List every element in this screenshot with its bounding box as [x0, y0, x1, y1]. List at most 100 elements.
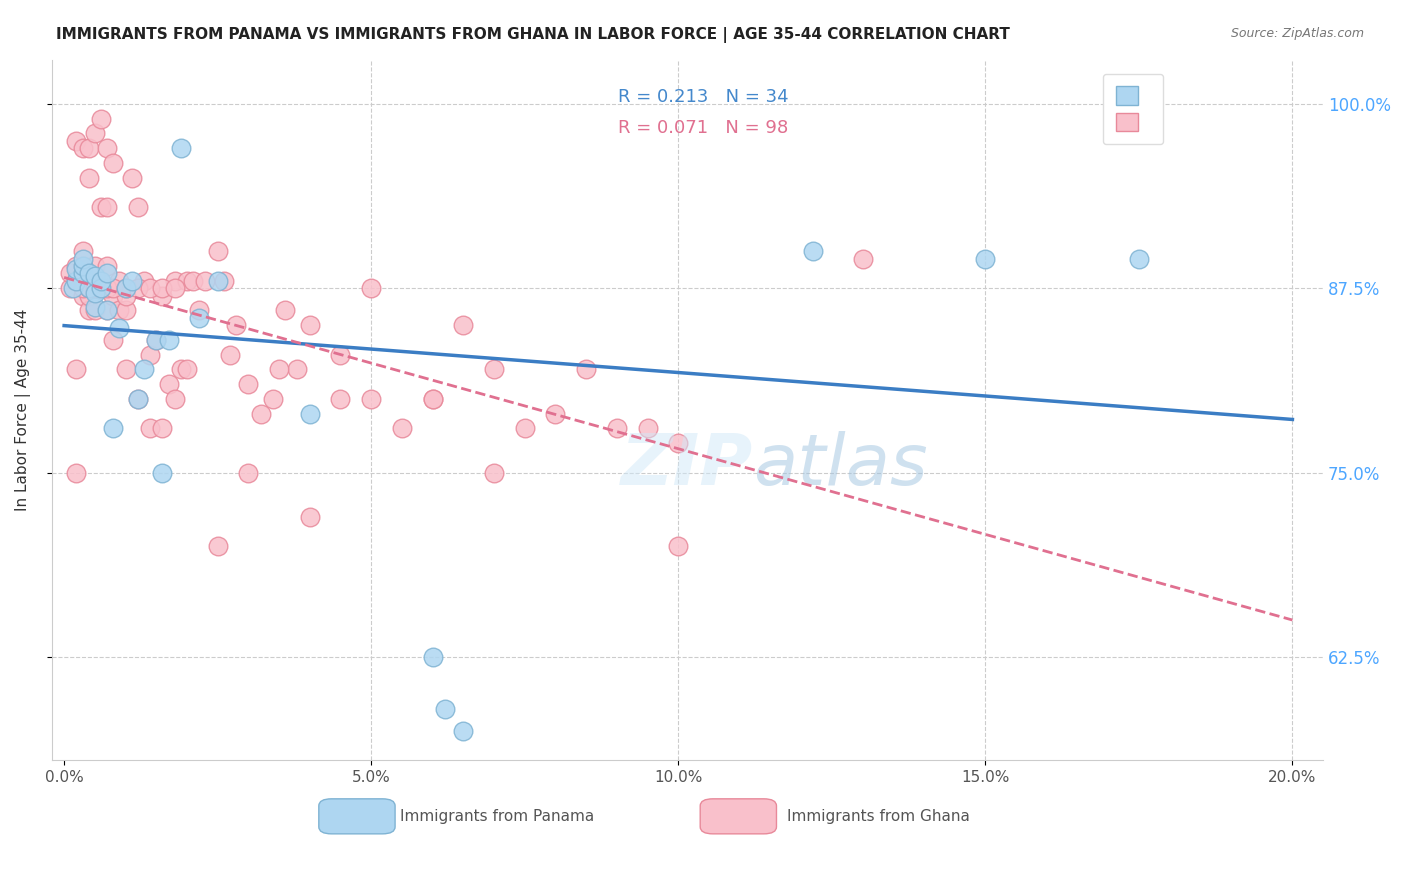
Y-axis label: In Labor Force | Age 35-44: In Labor Force | Age 35-44: [15, 309, 31, 511]
Point: [114, 281, 136, 295]
Point: [83, 281, 105, 295]
Point: [103, 421, 125, 435]
Point: [114, 362, 136, 376]
Point: [132, 362, 155, 376]
Point: [163, 392, 186, 406]
Point: [83, 285, 105, 300]
Point: [482, 466, 505, 480]
Point: [72, 259, 94, 273]
Point: [108, 321, 131, 335]
Point: [127, 392, 149, 406]
Text: Immigrants from Panama: Immigrants from Panama: [399, 809, 593, 824]
Point: [65, 262, 87, 277]
Point: [72, 244, 94, 259]
Point: [851, 252, 873, 266]
Text: Source: ZipAtlas.com: Source: ZipAtlas.com: [1230, 27, 1364, 40]
Point: [83, 281, 105, 295]
Point: [433, 701, 456, 715]
Point: [360, 281, 382, 295]
Point: [77, 170, 100, 185]
Point: [298, 509, 321, 524]
Point: [77, 281, 100, 295]
Point: [72, 259, 94, 273]
Point: [150, 288, 173, 302]
Point: [212, 274, 235, 288]
Point: [238, 377, 260, 392]
Point: [59, 281, 82, 295]
Point: [72, 281, 94, 295]
Point: [96, 141, 118, 155]
Point: [90, 281, 112, 295]
Point: [103, 156, 125, 170]
Point: [207, 274, 229, 288]
Point: [77, 141, 100, 155]
Point: [803, 244, 825, 259]
Point: [207, 540, 229, 554]
Point: [666, 436, 689, 450]
Point: [225, 318, 247, 332]
Point: [422, 392, 444, 406]
Point: [666, 540, 689, 554]
Point: [453, 318, 475, 332]
Point: [391, 421, 413, 435]
Point: [77, 288, 100, 302]
Point: [121, 170, 143, 185]
Point: [90, 281, 112, 295]
Point: [422, 650, 444, 665]
Text: Immigrants from Ghana: Immigrants from Ghana: [787, 809, 970, 824]
Point: [96, 200, 118, 214]
Point: [139, 281, 162, 295]
Point: [96, 303, 118, 318]
Point: [150, 466, 173, 480]
Point: [188, 303, 211, 318]
Point: [83, 259, 105, 273]
Point: [72, 252, 94, 266]
Point: [170, 362, 193, 376]
Point: [262, 392, 284, 406]
Point: [176, 362, 198, 376]
Point: [127, 281, 149, 295]
Text: IMMIGRANTS FROM PANAMA VS IMMIGRANTS FROM GHANA IN LABOR FORCE | AGE 35-44 CORRE: IMMIGRANTS FROM PANAMA VS IMMIGRANTS FRO…: [56, 27, 1010, 43]
Point: [482, 362, 505, 376]
FancyBboxPatch shape: [319, 799, 395, 834]
Point: [96, 281, 118, 295]
Point: [114, 288, 136, 302]
Point: [298, 318, 321, 332]
Text: atlas: atlas: [752, 432, 928, 500]
Point: [163, 274, 186, 288]
Point: [422, 392, 444, 406]
Point: [132, 274, 155, 288]
Point: [249, 407, 271, 421]
Point: [103, 333, 125, 347]
Point: [194, 274, 217, 288]
Point: [139, 421, 162, 435]
Point: [298, 407, 321, 421]
Point: [127, 200, 149, 214]
Point: [1128, 252, 1150, 266]
Point: [150, 421, 173, 435]
Point: [219, 348, 242, 362]
Point: [114, 281, 136, 295]
Point: [65, 466, 87, 480]
Point: [90, 274, 112, 288]
Point: [90, 281, 112, 295]
Point: [287, 362, 309, 376]
Point: [267, 362, 290, 376]
Point: [157, 377, 180, 392]
Point: [139, 348, 162, 362]
Point: [83, 303, 105, 318]
Text: R = 0.071   N = 98: R = 0.071 N = 98: [617, 120, 787, 137]
Point: [360, 392, 382, 406]
Point: [96, 303, 118, 318]
Point: [59, 267, 82, 281]
Point: [974, 252, 997, 266]
Point: [453, 723, 475, 738]
Text: ZIP: ZIP: [621, 432, 754, 500]
Point: [65, 362, 87, 376]
Text: R = 0.213   N = 34: R = 0.213 N = 34: [617, 87, 789, 105]
Point: [157, 333, 180, 347]
Point: [145, 333, 167, 347]
Point: [127, 392, 149, 406]
Point: [96, 267, 118, 281]
Point: [77, 303, 100, 318]
